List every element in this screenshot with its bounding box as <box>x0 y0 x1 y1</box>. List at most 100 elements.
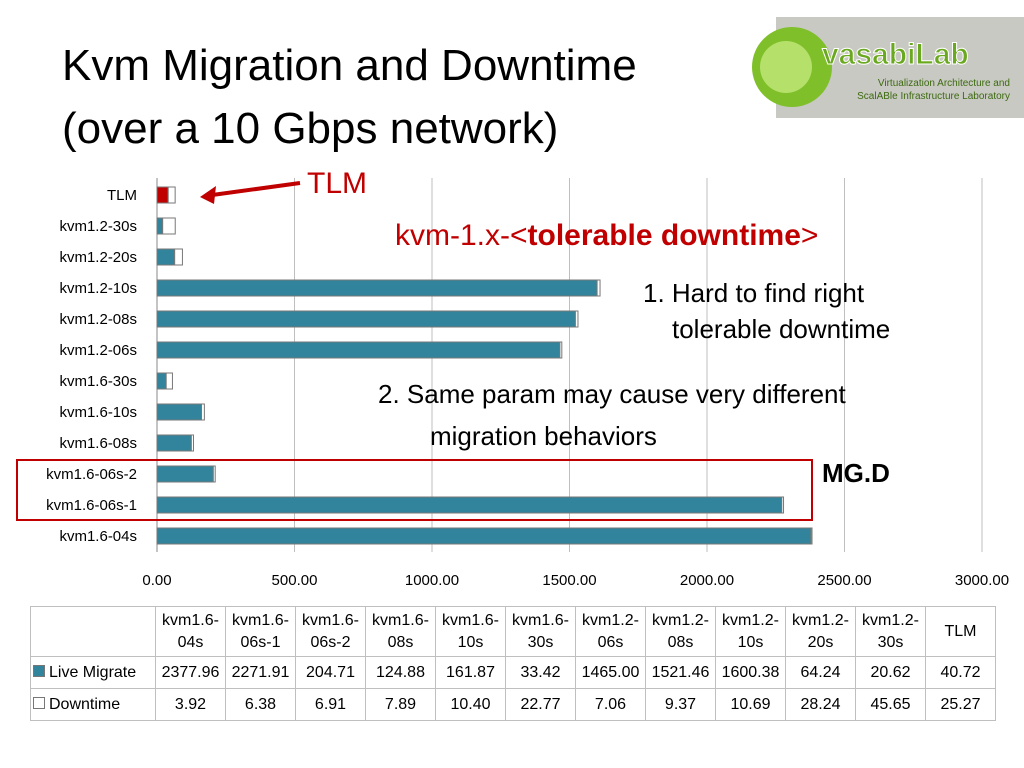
y-tick-label: kvm1.2-06s <box>59 342 137 359</box>
row-header: Live Migrate <box>30 656 156 689</box>
bar <box>596 279 601 297</box>
cell: 20.62 <box>855 656 926 689</box>
annotation-part: kvm-1.x-< <box>395 219 528 252</box>
y-tick-label: kvm1.2-30s <box>59 218 137 235</box>
note: 1. Hard to find right <box>643 278 865 308</box>
table-row: Downtime 3.92 6.38 6.91 7.89 10.40 22.77 7.06 9.… <box>30 688 996 721</box>
bar <box>156 403 203 421</box>
bar <box>574 310 579 328</box>
bar <box>156 465 214 483</box>
row-header: Downtime <box>30 688 156 721</box>
bar <box>156 310 576 328</box>
cell: 3.92 <box>155 688 226 721</box>
legend-swatch <box>33 696 45 709</box>
cell: 10.69 <box>715 688 786 721</box>
y-tick-label: kvm1.2-08s <box>59 311 137 328</box>
cell: 45.65 <box>855 688 926 721</box>
column-header: kvm1.6-10s <box>435 606 506 657</box>
cell: 64.24 <box>785 656 856 689</box>
column-header: kvm1.2-30s <box>855 606 926 657</box>
cell: 28.24 <box>785 688 856 721</box>
cell: 1521.46 <box>645 656 716 689</box>
title: (over a 10 Gbps network) <box>62 104 558 153</box>
annotation-part: tolerable downtime <box>528 219 801 252</box>
bar <box>810 527 813 545</box>
y-tick-label: kvm1.6-10s <box>59 404 137 421</box>
column-header: kvm1.6-30s <box>505 606 576 657</box>
cell: 124.88 <box>365 656 436 689</box>
arrow <box>204 181 301 198</box>
column-header: kvm1.2-10s <box>715 606 786 657</box>
y-tick-label: kvm1.6-06s-2 <box>46 466 137 483</box>
cell: 7.89 <box>365 688 436 721</box>
column-header: kvm1.6-04s <box>155 606 226 657</box>
annotation: kvm-1.x-<tolerable downtime> <box>395 219 818 252</box>
legend-label: Live Migrate <box>49 663 137 681</box>
x-tick-label: 2500.00 <box>817 572 871 589</box>
cell: 25.27 <box>925 688 996 721</box>
x-tick-label: 1000.00 <box>405 572 459 589</box>
bar <box>167 186 176 204</box>
table-row: Live Migrate 2377.96 2271.91 204.71 124.88 16… <box>30 656 996 689</box>
x-tick-label: 0.00 <box>142 572 171 589</box>
bar <box>156 434 192 452</box>
y-tick-label: kvm1.6-30s <box>59 373 137 390</box>
cell: 7.06 <box>575 688 646 721</box>
x-tick-label: 500.00 <box>272 572 318 589</box>
bar <box>162 217 176 235</box>
x-tick-label: 3000.00 <box>955 572 1009 589</box>
bar <box>174 248 183 266</box>
bar <box>201 403 205 421</box>
bar <box>156 279 598 297</box>
arrow-head <box>200 186 216 204</box>
cell: 6.38 <box>225 688 296 721</box>
table-header: kvm1.6-04s kvm1.6-06s-1 kvm1.6-06s-2 kvm1.6… <box>30 606 996 657</box>
column-header: kvm1.2-06s <box>575 606 646 657</box>
legend-label: Downtime <box>49 695 121 713</box>
logo-name: vasabiLab <box>822 38 969 71</box>
y-tick-label: kvm1.6-08s <box>59 435 137 452</box>
cell: 1465.00 <box>575 656 646 689</box>
bar <box>156 527 812 545</box>
data-table: kvm1.6-04s kvm1.6-06s-1 kvm1.6-06s-2 kvm1.6… <box>30 606 996 721</box>
x-tick-label: 2000.00 <box>680 572 734 589</box>
logo-icon <box>760 41 812 93</box>
annotation-part: > <box>801 219 819 252</box>
column-header: kvm1.6-06s-1 <box>225 606 296 657</box>
bar <box>165 372 173 390</box>
logo-subtitle: ScalABle Infrastructure Laboratory <box>857 91 1010 102</box>
bar <box>781 496 785 514</box>
column-header: kvm1.6-08s <box>365 606 436 657</box>
bar <box>156 496 783 514</box>
x-tick-label: 1500.00 <box>542 572 596 589</box>
annotation: TLM <box>307 167 367 200</box>
bar <box>156 248 176 266</box>
annotation: MG.D <box>822 458 890 488</box>
cell: 40.72 <box>925 656 996 689</box>
column-header: kvm1.2-08s <box>645 606 716 657</box>
cell: 2377.96 <box>155 656 226 689</box>
y-tick-label: kvm1.6-06s-1 <box>46 497 137 514</box>
bar <box>190 434 195 452</box>
legend-swatch <box>33 664 45 677</box>
cell: 161.87 <box>435 656 506 689</box>
column-header: TLM <box>925 606 996 657</box>
column-header: kvm1.2-20s <box>785 606 856 657</box>
plot: 0.00 500.00 1000.00 1500.00 2000.00 2500.00 30… <box>46 178 1009 589</box>
y-tick-label: TLM <box>107 187 137 204</box>
column-header: kvm1.6-06s-2 <box>295 606 366 657</box>
highlight-box <box>16 459 813 521</box>
note: tolerable downtime <box>672 314 890 344</box>
cell: 1600.38 <box>715 656 786 689</box>
cell: 33.42 <box>505 656 576 689</box>
cell: 6.91 <box>295 688 366 721</box>
bar <box>212 465 216 483</box>
y-tick-label: kvm1.6-04s <box>59 528 137 545</box>
bar <box>156 341 561 359</box>
bar <box>156 372 167 390</box>
cell: 204.71 <box>295 656 366 689</box>
cell: 9.37 <box>645 688 716 721</box>
y-tick-label: kvm1.2-20s <box>59 249 137 266</box>
